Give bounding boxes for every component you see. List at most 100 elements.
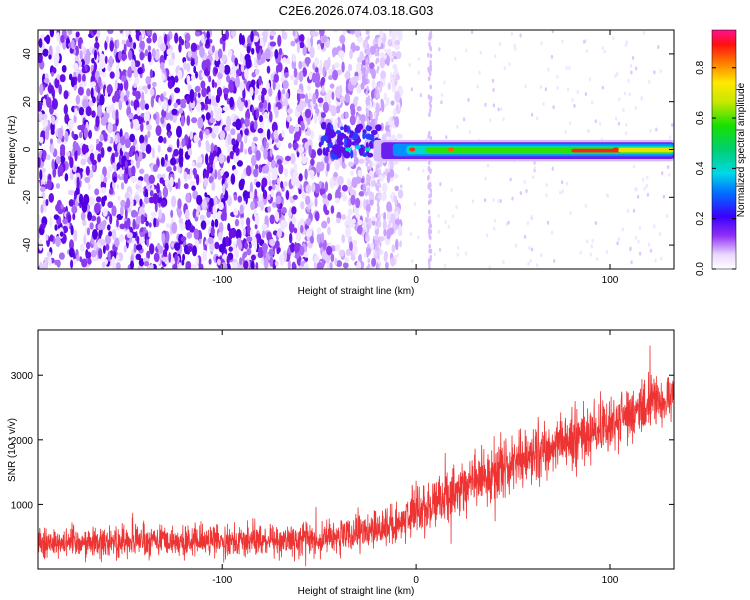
spectrogram-onset-cell: [355, 124, 360, 131]
spectrogram-noise-cell: [117, 195, 121, 202]
spectrogram-noise-cell: [351, 177, 358, 189]
spectrogram-noise-cell: [254, 188, 258, 200]
spectrogram-faint-cell: [437, 213, 440, 218]
spectrogram-noise-cell: [227, 133, 232, 146]
spectrogram-noise-cell: [266, 231, 272, 242]
spectrogram-noise-cell: [42, 118, 49, 128]
spectrogram-noise-cell: [51, 98, 59, 110]
spectrogram-noise-cell: [314, 71, 321, 84]
spectrogram-column-cell: [365, 191, 368, 197]
spectrogram-noise-cell: [355, 213, 361, 219]
spectrogram-faint-cell: [508, 62, 511, 67]
spectrogram-noise-cell: [96, 143, 101, 153]
spectrogram-noise-cell: [38, 156, 41, 168]
spectrogram-faint-cell: [400, 184, 403, 189]
spectrogram-faint-cell: [647, 242, 651, 247]
spectrogram-noise-cell: [181, 259, 185, 266]
spectrogram-noise-cell: [180, 115, 185, 127]
spectrogram-noise-cell: [68, 247, 75, 258]
spectrogram-noise-cell: [234, 248, 240, 259]
spectrogram-noise-cell: [50, 138, 53, 145]
spectrogram-onset-cell: [325, 126, 332, 136]
spectrogram-noise-cell: [213, 125, 219, 134]
spectrogram-faint-cell: [408, 62, 411, 67]
spectrogram-noise-cell: [60, 34, 65, 44]
spectrogram-noise-cell: [383, 229, 387, 237]
spectrogram-faint-cell: [530, 247, 534, 252]
spectrogram-noise-cell: [308, 169, 315, 177]
spectrogram-noise-cell: [330, 253, 335, 263]
spectrogram-noise-cell: [38, 214, 42, 226]
spectrogram-noise-cell: [77, 86, 84, 96]
spectrogram-noise-cell: [356, 261, 362, 269]
spectrogram-noise-cell: [319, 30, 325, 37]
spectrogram-noise-cell: [63, 90, 69, 100]
spectrogram-noise-cell: [269, 214, 275, 225]
spectrogram-noise-cell: [300, 225, 304, 234]
spectrogram-noise-cell: [366, 186, 371, 196]
spectrogram-noise-cell: [311, 182, 316, 193]
spectrogram-noise-cell: [337, 175, 344, 186]
spectrogram-noise-cell: [255, 150, 261, 161]
spectrogram-noise-cell: [67, 119, 75, 129]
spectrogram-noise-cell: [273, 129, 279, 140]
spectrogram-column-cell: [367, 34, 370, 40]
spectrogram-noise-cell: [109, 213, 113, 225]
spectrogram-noise-cell: [261, 52, 266, 64]
spectrogram-faint-cell: [536, 116, 539, 121]
spectrogram-faint-cell: [450, 188, 453, 193]
spectrogram-noise-cell: [243, 260, 249, 269]
spectrogram-noise-cell: [288, 142, 292, 149]
spectrogram-noise-cell: [85, 165, 90, 176]
spectrogram-noise-cell: [132, 211, 139, 218]
spectrogram-faint-cell: [629, 247, 632, 252]
spectrogram-noise-cell: [229, 96, 235, 108]
spectrogram-noise-cell: [167, 79, 174, 90]
spectrogram-noise-cell: [269, 111, 273, 123]
spectrogram-noise-cell: [171, 242, 174, 248]
spectrogram-noise-cell: [147, 130, 151, 138]
spectrogram-noise-cell: [146, 250, 151, 260]
spectrogram-column-cell: [376, 90, 380, 95]
spectrogram-noise-cell: [40, 186, 46, 192]
spectrogram-noise-cell: [290, 152, 296, 165]
spectrogram-noise-cell: [73, 229, 78, 242]
spectrogram-faint-cell: [439, 182, 442, 187]
spectrogram-noise-cell: [189, 180, 195, 186]
spectrogram-faint-cell: [552, 105, 555, 110]
spectrogram-noise-cell: [71, 148, 75, 157]
spectrogram-noise-cell: [394, 90, 401, 103]
spectrogram-column-cell: [376, 231, 379, 236]
spectrogram-noise-cell: [53, 52, 60, 64]
spectrogram-noise-cell: [381, 100, 385, 113]
spectrogram-noise-cell: [321, 220, 328, 229]
spectrogram-noise-cell: [235, 229, 242, 240]
spectrogram-onset-cell: [336, 151, 342, 159]
spectrogram-noise-cell: [393, 195, 398, 203]
spectrogram-noise-cell: [78, 60, 82, 67]
spectrogram-faint-cell: [384, 103, 387, 108]
spectrogram-noise-cell: [98, 76, 102, 88]
spectrogram-noise-cell: [341, 184, 348, 192]
snr-xtick-label: 100: [602, 575, 619, 586]
spectrogram-noise-cell: [198, 140, 202, 148]
spectrogram-column-cell: [427, 52, 430, 58]
spectrogram-noise-cell: [240, 63, 245, 73]
spectrogram-noise-cell: [269, 256, 274, 267]
spectrogram-noise-cell: [254, 239, 258, 251]
spectrogram-noise-cell: [145, 76, 152, 85]
spectrogram-faint-cell: [530, 214, 533, 219]
spectrogram-faint-cell: [467, 97, 470, 102]
spectrogram-noise-cell: [102, 166, 107, 178]
signal-hot-spot: [354, 145, 361, 150]
spectrogram-noise-cell: [390, 213, 396, 224]
spectrogram-ytick-label: 20: [22, 96, 33, 108]
spectrogram-noise-cell: [74, 149, 78, 162]
spectrogram-noise-cell: [40, 204, 44, 214]
spectrogram-noise-cell: [399, 240, 402, 248]
spectrogram-onset-cell: [349, 134, 352, 139]
spectrogram-noise-cell: [226, 115, 232, 128]
spectrogram-noise-cell: [147, 45, 152, 51]
spectrogram-noise-cell: [280, 181, 284, 189]
spectrogram-column-cell: [367, 165, 370, 171]
